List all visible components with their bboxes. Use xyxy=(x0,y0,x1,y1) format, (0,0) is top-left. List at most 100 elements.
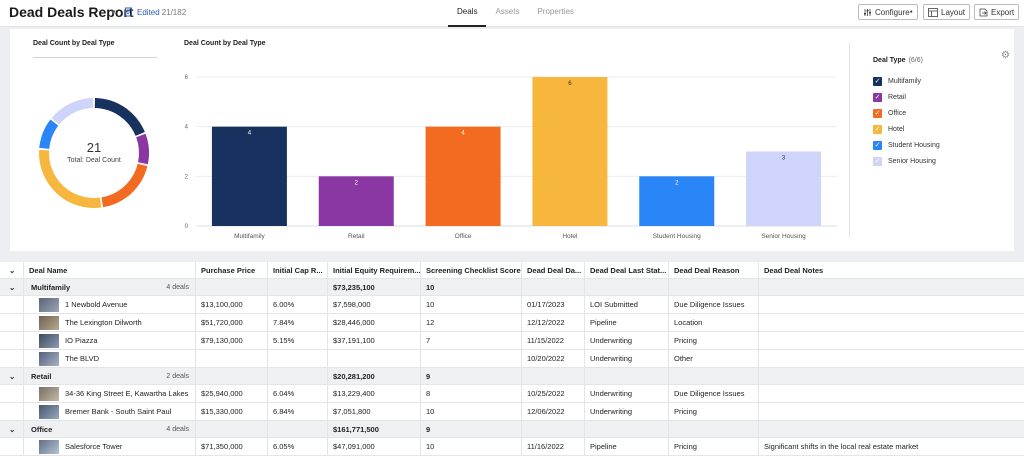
title-dropdown-caret-icon[interactable]: ▾ xyxy=(111,7,116,17)
status-cell: Underwriting xyxy=(585,385,669,402)
table-row[interactable]: 34-36 King Street E, Kawartha Lakes $25,9… xyxy=(0,385,1024,403)
bar-value-label: 2 xyxy=(675,180,679,186)
column-header-initial-cap-rate[interactable]: Initial Cap R... xyxy=(268,262,328,278)
score-cell: 9 xyxy=(421,421,522,437)
table-row[interactable]: 1 Newbold Avenue $13,100,000 6.00% $7,598,0… xyxy=(0,296,1024,314)
deal-name[interactable]: The BLVD xyxy=(65,354,100,363)
column-header-dead-deal-notes[interactable]: Dead Deal Notes xyxy=(764,265,824,275)
price-cell xyxy=(196,421,268,437)
price-cell xyxy=(196,350,268,367)
deal-type-legend: ⚙ Deal Type (6/6) ✓ Multifamily ✓ Retail ✓ Off… xyxy=(849,43,1010,237)
legend-item-student-housing[interactable]: ✓ Student Housing xyxy=(873,141,940,150)
row-spacer xyxy=(0,403,24,420)
deal-name[interactable]: IO Piazza xyxy=(65,336,98,345)
tab-assets[interactable]: Assets xyxy=(495,7,520,16)
deal-name-cell[interactable]: The BLVD xyxy=(24,350,196,367)
expand-all-chevron-icon[interactable]: ⌄ xyxy=(0,262,24,278)
cap-cell: 5.15% xyxy=(268,332,328,349)
cap-cell xyxy=(268,350,328,367)
group-name: Retail xyxy=(31,371,52,381)
bar-value-label: 2 xyxy=(355,180,359,186)
deal-name[interactable]: The Lexington Dilworth xyxy=(65,318,142,327)
column-header-dead-deal-date[interactable]: Dead Deal Da... xyxy=(522,262,585,278)
cap-cell: 6.05% xyxy=(268,438,328,455)
tab-properties[interactable]: Properties xyxy=(537,7,574,16)
table-row[interactable]: Bremer Bank - South Saint Paul $15,330,00… xyxy=(0,403,1024,421)
deal-name-cell[interactable]: The Lexington Dilworth xyxy=(24,314,196,331)
legend-item-label: Multifamily xyxy=(888,78,922,85)
deal-name[interactable]: Salesforce Tower xyxy=(65,442,123,451)
group-row: ⌄ Multifamily 4 deals $73,235,100 10 xyxy=(0,279,1024,296)
export-button[interactable]: Export xyxy=(974,4,1020,20)
deal-count-donut xyxy=(39,98,149,208)
report-header: Dead Deals Report ▾ Edited 21/182 Deals … xyxy=(0,0,1024,27)
legend-item-label: Student Housing xyxy=(888,142,940,149)
price-cell xyxy=(196,279,268,295)
tab-deals[interactable]: Deals xyxy=(448,0,487,27)
export-icon xyxy=(979,8,988,16)
row-spacer xyxy=(0,438,24,455)
x-tick-label: Student Housing xyxy=(653,233,701,240)
deal-name[interactable]: 1 Newbold Avenue xyxy=(65,300,128,309)
legend-item-office[interactable]: ✓ Office xyxy=(873,109,906,118)
legend-checkbox-icon[interactable]: ✓ xyxy=(873,77,882,86)
edited-indicator[interactable]: Edited 21/182 xyxy=(124,7,186,17)
reason-cell: Pricing xyxy=(669,438,759,455)
equity-cell: $20,281,200 xyxy=(328,368,421,384)
legend-checkbox-icon[interactable]: ✓ xyxy=(873,125,882,134)
bar-value-label: 4 xyxy=(461,131,465,137)
column-header-screening-score[interactable]: Screening Checklist Score xyxy=(421,262,522,278)
legend-checkbox-icon[interactable]: ✓ xyxy=(873,93,882,102)
table-row[interactable]: Salesforce Tower $71,350,000 6.05% $47,091,… xyxy=(0,438,1024,456)
deal-name-cell[interactable]: IO Piazza xyxy=(24,332,196,349)
legend-checkbox-icon[interactable]: ✓ xyxy=(873,109,882,118)
column-header-initial-equity[interactable]: Initial Equity Requirem... xyxy=(328,262,421,278)
donut-slice-hotel xyxy=(39,149,102,208)
legend-item-retail[interactable]: ✓ Retail xyxy=(873,93,906,102)
layout-button[interactable]: Layout xyxy=(923,4,971,20)
status-cell xyxy=(585,368,669,384)
column-header-deal-name[interactable]: Deal Name xyxy=(24,262,196,278)
deal-name-cell[interactable]: 34-36 King Street E, Kawartha Lakes xyxy=(24,385,196,402)
deal-name[interactable]: Bremer Bank - South Saint Paul xyxy=(65,407,172,416)
legend-checkbox-icon[interactable]: ✓ xyxy=(873,157,882,166)
legend-item-multifamily[interactable]: ✓ Multifamily xyxy=(873,77,921,86)
column-header-dead-deal-last-status[interactable]: Dead Deal Last Stat... xyxy=(585,262,669,278)
notes-cell xyxy=(759,332,1024,349)
deal-name-cell[interactable]: Bremer Bank - South Saint Paul xyxy=(24,403,196,420)
deal-name[interactable]: 34-36 King Street E, Kawartha Lakes xyxy=(65,389,189,398)
bar-value-label: 4 xyxy=(248,131,252,137)
column-header-dead-deal-reason[interactable]: Dead Deal Reason xyxy=(669,262,759,278)
layout-icon xyxy=(928,7,938,17)
equity-cell: $28,446,000 xyxy=(328,314,421,331)
price-cell: $13,100,000 xyxy=(196,296,268,313)
collapse-chevron-icon[interactable]: ⌄ xyxy=(0,279,24,295)
table-row[interactable]: The BLVD 10/20/2022 Underwriting Other xyxy=(0,350,1024,368)
collapse-chevron-icon[interactable]: ⌄ xyxy=(0,421,24,437)
score-cell: 10 xyxy=(421,438,522,455)
reason-cell: Location xyxy=(669,314,759,331)
legend-item-hotel[interactable]: ✓ Hotel xyxy=(873,125,904,134)
date-cell: 10/25/2022 xyxy=(522,385,585,402)
deal-name-cell: Retail 2 deals xyxy=(24,368,196,384)
notes-cell xyxy=(759,350,1024,367)
cap-cell xyxy=(268,421,328,437)
cap-cell xyxy=(268,279,328,295)
legend-item-senior-housing[interactable]: ✓ Senior Housing xyxy=(873,157,936,166)
legend-checkbox-icon[interactable]: ✓ xyxy=(873,141,882,150)
configure-button[interactable]: Configure ● xyxy=(858,4,918,20)
bar-value-label: 6 xyxy=(568,81,572,87)
column-header-purchase-price[interactable]: Purchase Price xyxy=(196,262,268,278)
cap-cell: 6.00% xyxy=(268,296,328,313)
deal-name-cell[interactable]: Salesforce Tower xyxy=(24,438,196,455)
equity-cell: $161,771,500 xyxy=(328,421,421,437)
gear-icon[interactable]: ⚙ xyxy=(1001,50,1010,61)
collapse-chevron-icon[interactable]: ⌄ xyxy=(0,368,24,384)
deal-name-cell[interactable]: 1 Newbold Avenue xyxy=(24,296,196,313)
report-title[interactable]: Dead Deals Report xyxy=(9,4,134,20)
group-row: ⌄ Office 4 deals $161,771,500 9 xyxy=(0,421,1024,438)
table-row[interactable]: The Lexington Dilworth $51,720,000 7.84% $2… xyxy=(0,314,1024,332)
notes-cell xyxy=(759,403,1024,420)
edit-document-icon xyxy=(125,7,132,17)
table-row[interactable]: IO Piazza $79,130,000 5.15% $37,191,100 7 11/… xyxy=(0,332,1024,350)
